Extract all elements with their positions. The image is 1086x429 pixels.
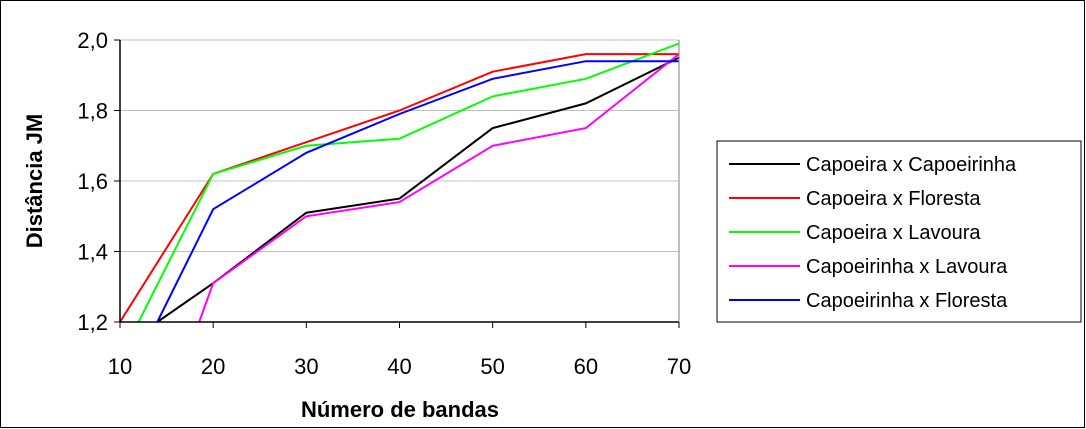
legend-label: Capoeirinha x Lavoura xyxy=(806,256,1008,278)
x-tick-label: 60 xyxy=(574,354,598,379)
x-tick-label: 30 xyxy=(294,354,318,379)
legend-label: Capoeira x Capoeirinha xyxy=(806,154,1017,176)
x-tick-label: 70 xyxy=(667,354,691,379)
y-tick-label: 1,2 xyxy=(77,310,108,335)
y-tick-label: 1,6 xyxy=(77,169,108,194)
x-tick-label: 20 xyxy=(201,354,225,379)
series-line-3 xyxy=(137,42,680,323)
x-tick-label: 50 xyxy=(480,354,504,379)
legend: Capoeira x Capoeirinha Capoeira x Florest… xyxy=(716,140,1082,323)
grid-layer xyxy=(120,39,679,252)
y-tick-label: 1,8 xyxy=(77,99,108,124)
series-line-5 xyxy=(156,60,679,323)
legend-label: Capoeira x Lavoura xyxy=(806,222,981,244)
x-tick-label: 40 xyxy=(387,354,411,379)
y-tick-label: 1,4 xyxy=(77,240,108,265)
ticks-layer: 1,2 1,4 1,6 1,8 2,0 10 20 30 40 50 60 70 xyxy=(77,28,691,379)
y-tick-label: 2,0 xyxy=(77,28,108,53)
x-tick-label: 10 xyxy=(108,354,132,379)
x-axis-title: Número de bandas xyxy=(301,397,499,422)
y-axis-title: Distância JM xyxy=(22,114,47,249)
series-layer xyxy=(119,42,680,323)
legend-label: Capoeira x Floresta xyxy=(806,188,981,210)
legend-label: Capoeirinha x Floresta xyxy=(806,290,1008,312)
legend-items: Capoeira x Capoeirinha Capoeira x Florest… xyxy=(729,154,1017,312)
series-line-2 xyxy=(119,53,679,323)
series-line-4 xyxy=(198,53,680,323)
